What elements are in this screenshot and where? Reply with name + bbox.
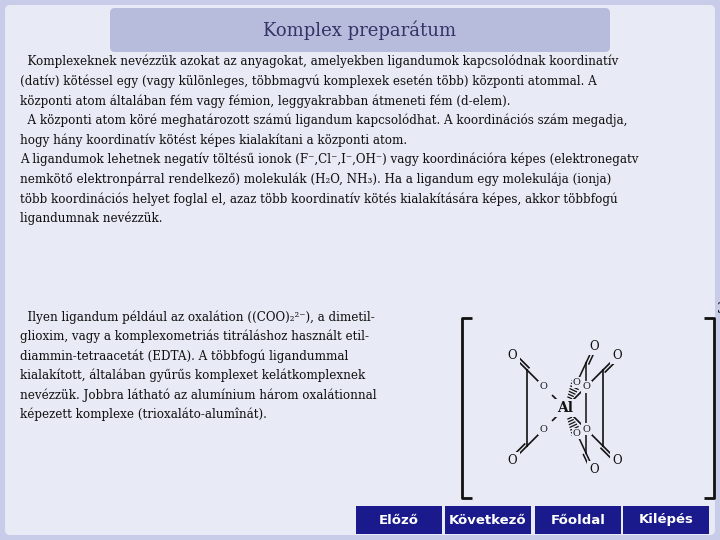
Text: O: O [508,349,518,362]
Text: O: O [573,378,581,387]
Text: O: O [573,429,581,438]
Text: Főoldal: Főoldal [551,514,606,526]
FancyBboxPatch shape [5,5,715,535]
Text: O: O [613,349,622,362]
Text: O: O [540,425,548,434]
Text: Komplex preparátum: Komplex preparátum [264,20,456,40]
Text: Előző: Előző [379,514,419,526]
FancyBboxPatch shape [623,506,709,534]
Text: O: O [589,463,598,476]
Text: Al: Al [557,401,573,415]
Text: O: O [540,382,548,392]
FancyBboxPatch shape [535,506,621,534]
Text: O: O [589,340,598,353]
Text: O: O [582,382,590,392]
Text: O: O [508,454,518,467]
Text: Komplexeknek nevézzük azokat az anyagokat, amelyekben ligandumok kapcsolódnak ko: Komplexeknek nevézzük azokat az anyagoka… [20,55,639,225]
Text: Következő: Következő [449,514,527,526]
Text: O: O [582,425,590,434]
FancyBboxPatch shape [356,506,442,534]
Text: O: O [613,454,622,467]
Text: Kilépés: Kilépés [639,514,693,526]
Text: 3-: 3- [717,302,720,316]
FancyBboxPatch shape [445,506,531,534]
FancyBboxPatch shape [110,8,610,52]
Text: Ilyen ligandum például az oxalátion ((COO)₂²⁻), a dimetil-
glioxim, vagy a kompl: Ilyen ligandum például az oxalátion ((CO… [20,310,377,421]
